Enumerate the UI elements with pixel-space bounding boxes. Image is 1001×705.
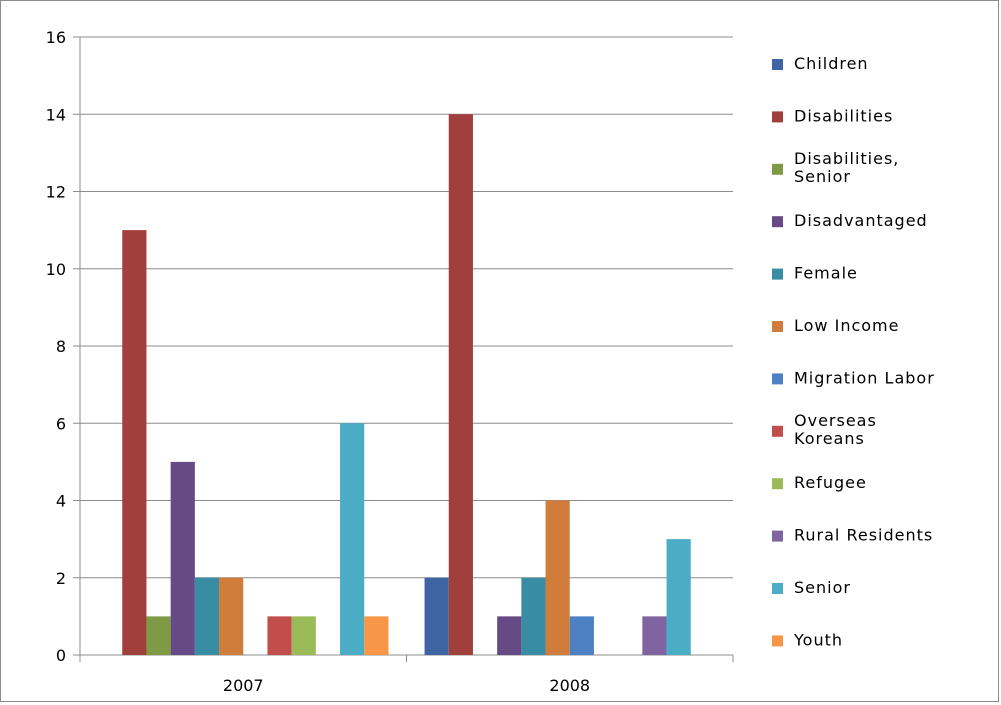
bar [497,616,522,655]
bar [194,577,220,655]
x-tick-label: 2007 [223,676,264,695]
legend-swatch [772,216,783,228]
legend-swatch [772,321,783,332]
legend-label: Disabilities [794,106,893,125]
bar [448,114,473,655]
legend-label: Children [794,54,869,73]
bar [424,577,449,655]
bar [122,230,147,655]
legend-swatch [772,530,783,542]
legend-label: Youth [793,630,843,649]
legend-swatch [772,163,783,175]
legend-swatch [772,635,783,647]
legend-label: Disabilities, Senior [794,149,899,186]
bar [545,500,570,655]
legend-label-line: Disabilities [794,106,893,125]
y-tick-label: 0 [56,646,66,665]
legend-label: Overseas Koreans [794,411,877,448]
axes: 0 2 4 6 8 10 12 14 16 2007 2008 [46,28,734,695]
legend-label-line: Disabilities, [794,149,899,168]
bar [170,461,195,655]
legend-label: Senior [794,578,851,597]
legend-swatch [772,373,783,385]
legend-label-line: Youth [793,630,843,649]
bar [642,616,667,655]
bar [521,577,546,655]
y-tick-label: 10 [46,260,66,279]
bars [122,114,691,655]
legend-swatch [772,425,783,437]
y-tick-label: 2 [56,569,66,588]
legend-label-line: Senior [794,167,851,186]
bar [666,539,691,655]
legend-label: Rural Residents [794,526,933,545]
x-tick-label: 2008 [549,676,590,695]
y-tick-label: 16 [46,28,66,47]
legend-swatch [772,59,783,70]
legend-swatch [772,268,783,280]
legend-label: Migration Labor [794,368,935,387]
legend-label: Disadvantaged [794,211,928,230]
legend-label: Female [794,264,858,283]
legend-label-line: Rural Residents [794,526,933,545]
legend-swatch [772,583,783,594]
legend-label-line: Disadvantaged [794,211,928,230]
y-tick-label: 4 [56,492,66,511]
legend-label-line: Children [794,54,869,73]
bar [340,423,365,655]
bar [569,616,594,655]
legend-label-line: Overseas [794,411,877,430]
bar [219,577,244,655]
legend-label-line: Migration Labor [794,368,935,387]
bar [146,616,171,655]
legend-label: Low Income [794,316,899,335]
y-tick-label: 12 [46,183,66,202]
y-tick-label: 14 [46,105,66,124]
legend-label-line: Female [794,264,858,283]
legend-label-line: Senior [794,578,851,597]
legend-label-line: Refugee [794,473,867,492]
bar [364,616,389,655]
y-tick-label: 8 [56,337,66,356]
y-tick-label: 6 [56,414,66,433]
legend-label: Refugee [794,473,867,492]
legend-label-line: Low Income [794,316,899,335]
legend-swatch [772,478,783,490]
bar [291,616,316,655]
legend-label-line: Koreans [794,429,865,448]
bar [267,616,292,655]
legend-swatch [772,111,783,123]
